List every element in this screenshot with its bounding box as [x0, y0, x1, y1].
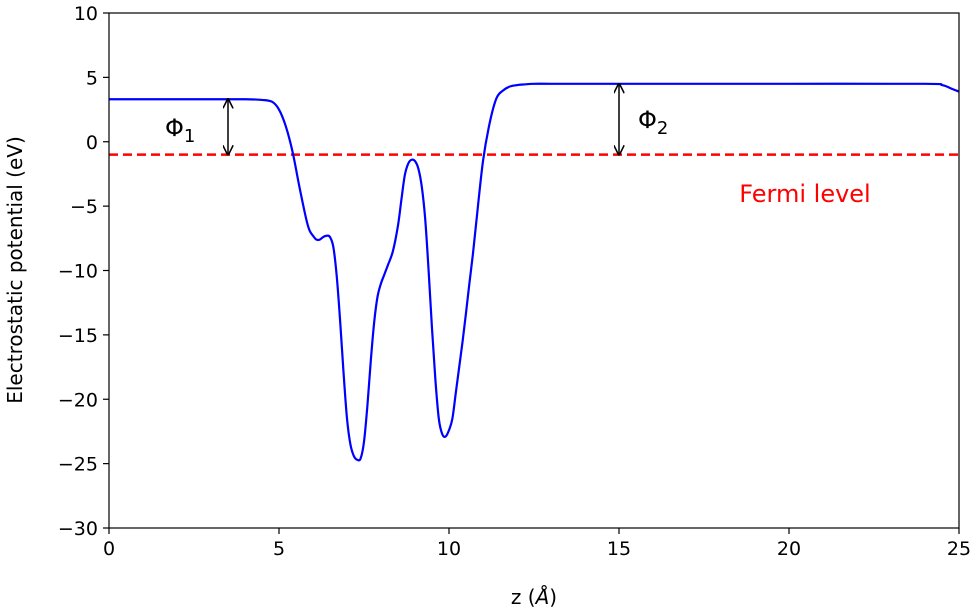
x-tick-label-15: 15 — [607, 538, 631, 560]
x-tick-label-20: 20 — [777, 538, 801, 560]
y-tick-label--25: −25 — [58, 454, 98, 476]
plot-area: Φ1 Φ2 Fermi level — [108, 82, 960, 462]
work-function-label-2: Φ2 — [638, 106, 668, 139]
fermi-level-label: Fermi level — [739, 180, 870, 208]
x-axis-label: z (Å) — [511, 585, 557, 609]
y-axis-label: Electrostatic potential (eV) — [3, 136, 27, 404]
axes: 0 5 10 15 20 25 10 5 0 −5 −10 −15 −20 −25 −30 — [58, 3, 971, 560]
x-tick-label-0: 0 — [103, 538, 115, 560]
x-tick-label-25: 25 — [947, 538, 971, 560]
y-tick-label-10: 10 — [74, 3, 98, 25]
axes-frame — [108, 12, 960, 529]
y-tick-label--15: −15 — [58, 325, 98, 347]
y-tick-label-5: 5 — [86, 67, 98, 89]
x-tick-label-5: 5 — [273, 538, 285, 560]
y-tick-label--5: −5 — [70, 196, 98, 218]
potential-curve-1 — [108, 82, 960, 462]
y-tick-label--30: −30 — [58, 518, 98, 540]
y-tick-label--20: −20 — [58, 389, 98, 411]
y-tick-label-0: 0 — [86, 132, 98, 154]
work-function-label-1: Φ1 — [165, 114, 195, 147]
x-tick-label-10: 10 — [437, 538, 461, 560]
y-tick-label--10: −10 — [58, 261, 98, 283]
